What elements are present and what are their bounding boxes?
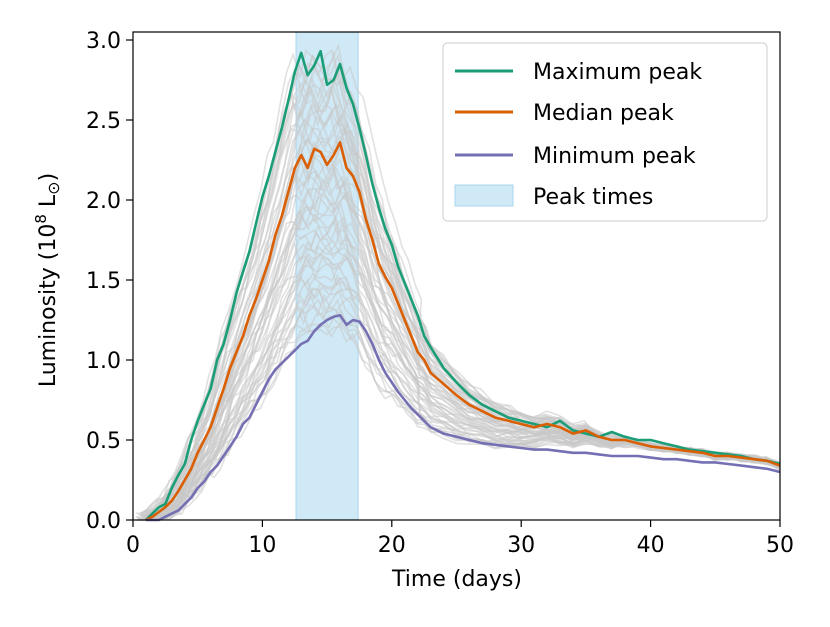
x-tick-label: 40	[637, 533, 665, 558]
y-axis-title-close: )	[36, 173, 61, 182]
legend-label-median-peak: Median peak	[533, 101, 674, 126]
x-tick-label: 0	[126, 533, 140, 558]
y-tick-label: 1.5	[86, 269, 121, 294]
y-tick-label: 3.0	[86, 29, 121, 54]
y-tick-label: 2.5	[86, 109, 121, 134]
x-tick-label: 10	[248, 533, 276, 558]
x-axis-ticks: 0 10 20 30 40 50	[126, 520, 794, 558]
y-tick-label: 0.5	[86, 429, 121, 454]
legend-label-maximum-peak: Maximum peak	[533, 60, 702, 85]
y-axis-title: Luminosity (108 L⊙)	[32, 173, 63, 387]
y-tick-label: 2.0	[86, 189, 121, 214]
series-line-maximum-peak	[144, 49, 781, 521]
y-axis-ticks: 0.0 0.5 1.0 1.5 2.0 2.5 3.0	[86, 29, 133, 534]
y-axis-title-prefix: Luminosity (10	[36, 224, 61, 388]
x-tick-label: 30	[507, 533, 535, 558]
y-tick-label: 1.0	[86, 349, 121, 374]
y-axis-title-unit: L	[36, 194, 61, 214]
y-axis-title-sub: ⊙	[44, 181, 63, 194]
legend-label-minimum-peak: Minimum peak	[533, 144, 696, 169]
plot-frame	[132, 31, 781, 521]
x-axis-title: Time (days)	[391, 567, 522, 592]
peak-times-band	[295, 31, 359, 521]
y-tick-label: 0.0	[86, 509, 121, 534]
x-tick-label: 20	[378, 533, 406, 558]
legend: Maximum peak Median peak Minimum peak Pe…	[442, 42, 768, 222]
x-tick-label: 50	[766, 533, 794, 558]
series-line-minimum-peak	[145, 313, 781, 522]
series-lines	[144, 49, 781, 522]
legend-swatch-peak-times	[454, 184, 514, 207]
series-line-median-peak	[145, 141, 781, 522]
legend-label-peak-times: Peak times	[533, 185, 653, 210]
y-axis-title-sup: 8	[32, 214, 50, 224]
peak-times-band-layer	[295, 31, 359, 521]
legend-box	[442, 42, 768, 222]
